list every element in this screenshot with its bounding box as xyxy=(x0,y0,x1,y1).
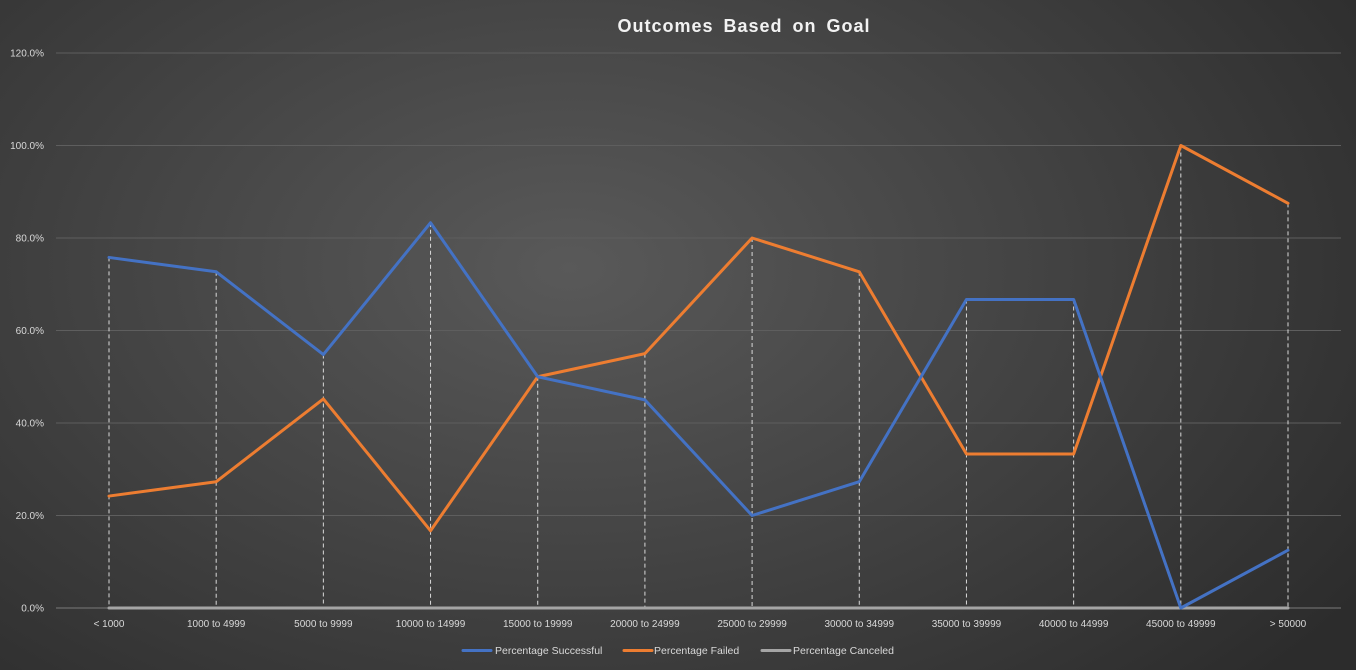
legend-item-percentage-successful: Percentage Successful xyxy=(461,645,602,657)
legend-label: Percentage Canceled xyxy=(793,645,894,657)
drop-lines xyxy=(108,145,1289,608)
y-tick-label: 80.0% xyxy=(16,234,44,245)
legend: Percentage Successful Percentage Failed Pe… xyxy=(461,645,894,657)
series-line-percentage-failed xyxy=(107,144,1290,533)
x-tick-label: 5000 to 9999 xyxy=(294,619,353,630)
x-tick-label: > 50000 xyxy=(1270,619,1307,630)
y-tick-label: 120.0% xyxy=(10,49,44,60)
x-tick-label: 35000 to 39999 xyxy=(932,619,1002,630)
legend-item-percentage-canceled: Percentage Canceled xyxy=(760,645,894,657)
legend-label: Percentage Failed xyxy=(654,645,739,657)
series-lines xyxy=(107,144,1290,610)
series-line-percentage-successful xyxy=(107,221,1290,610)
x-tick-label: 1000 to 4999 xyxy=(187,619,246,630)
y-tick-label: 0.0% xyxy=(21,604,44,615)
y-tick-label: 60.0% xyxy=(16,326,44,337)
legend-item-percentage-failed: Percentage Failed xyxy=(622,645,739,657)
gridlines xyxy=(56,52,1341,516)
x-tick-label: 15000 to 19999 xyxy=(503,619,573,630)
y-tick-label: 20.0% xyxy=(16,511,44,522)
x-tick-label: 40000 to 44999 xyxy=(1039,619,1109,630)
y-tick-label: 40.0% xyxy=(16,419,44,430)
x-tick-label: < 1000 xyxy=(94,619,125,630)
y-tick-label: 100.0% xyxy=(10,141,44,152)
x-axis: < 1000 1000 to 4999 5000 to 9999 10000 to 1… xyxy=(56,607,1341,630)
x-tick-label: 45000 to 49999 xyxy=(1146,619,1216,630)
legend-label: Percentage Successful xyxy=(495,645,602,657)
x-tick-label: 20000 to 24999 xyxy=(610,619,680,630)
x-tick-label: 25000 to 29999 xyxy=(717,619,787,630)
chart-title: Outcomes Based on Goal xyxy=(617,16,871,36)
y-axis: 0.0% 20.0% 40.0% 60.0% 80.0% 100.0% 120.0% xyxy=(10,49,44,615)
x-tick-label: 10000 to 14999 xyxy=(396,619,466,630)
x-tick-label: 30000 to 34999 xyxy=(825,619,895,630)
